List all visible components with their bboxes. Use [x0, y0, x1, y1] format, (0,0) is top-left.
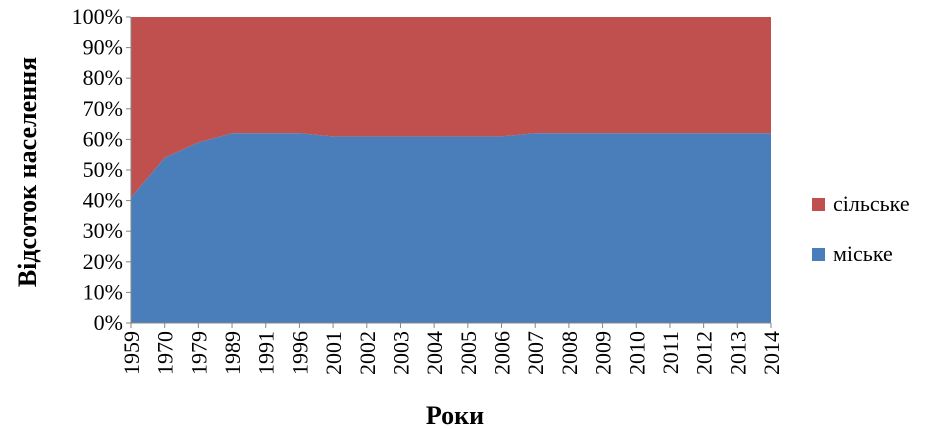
x-tick-label: 2014: [759, 331, 784, 375]
y-tick-label: 20%: [83, 249, 123, 274]
y-tick-label: 60%: [83, 126, 123, 151]
y-tick-label: 100%: [72, 4, 123, 29]
x-tick-label: 2004: [422, 331, 447, 375]
y-tick-label: 40%: [83, 188, 123, 213]
x-tick-label: 1979: [186, 331, 211, 375]
y-tick-label: 80%: [83, 65, 123, 90]
y-axis-title: Відсоток населення: [13, 57, 42, 287]
x-tick-label: 2010: [624, 331, 649, 375]
y-tick-labels: 0% 10% 20% 30% 40% 50% 60% 70% 80% 90% 100%: [72, 4, 123, 335]
x-axis-title: Роки: [426, 401, 484, 429]
x-tick-label: 2007: [523, 331, 548, 375]
x-tick-label: 1959: [119, 331, 144, 375]
y-tick-label: 90%: [83, 35, 123, 60]
legend-swatch: [812, 198, 825, 211]
legend-label: сільське: [833, 191, 910, 216]
x-tick-label: 2012: [692, 331, 717, 375]
legend-label: міське: [833, 241, 893, 266]
x-tick-label: 2008: [557, 331, 582, 375]
y-tick-label: 70%: [83, 96, 123, 121]
axis-layer: [126, 16, 772, 328]
x-tick-label: 1996: [287, 331, 312, 375]
x-tick-label: 1991: [254, 331, 279, 375]
series-area-0: [131, 133, 771, 323]
x-tick-label: 2009: [591, 331, 616, 375]
x-tick-label: 2003: [388, 331, 413, 375]
x-tick-label: 2011: [658, 331, 683, 374]
y-tick-label: 30%: [83, 218, 123, 243]
y-tick-label: 10%: [83, 279, 123, 304]
y-tick-label: 50%: [83, 157, 123, 182]
legend: сільське міське: [812, 191, 910, 266]
x-tick-label: 2002: [355, 331, 380, 375]
series-area-1: [131, 17, 771, 198]
y-tick-label: 0%: [94, 310, 123, 335]
x-tick-labels: 1959 1970 1979 1989 1991 1996 2001 2002 2003 2004…: [119, 331, 784, 375]
x-tick-label: 2006: [490, 331, 515, 375]
x-tick-label: 1989: [220, 331, 245, 375]
x-tick-label: 2001: [321, 331, 346, 375]
x-tick-label: 1970: [153, 331, 178, 375]
x-tick-label: 2013: [725, 331, 750, 375]
area-layer: [131, 17, 771, 323]
legend-swatch: [812, 248, 825, 261]
x-tick-label: 2005: [456, 331, 481, 375]
